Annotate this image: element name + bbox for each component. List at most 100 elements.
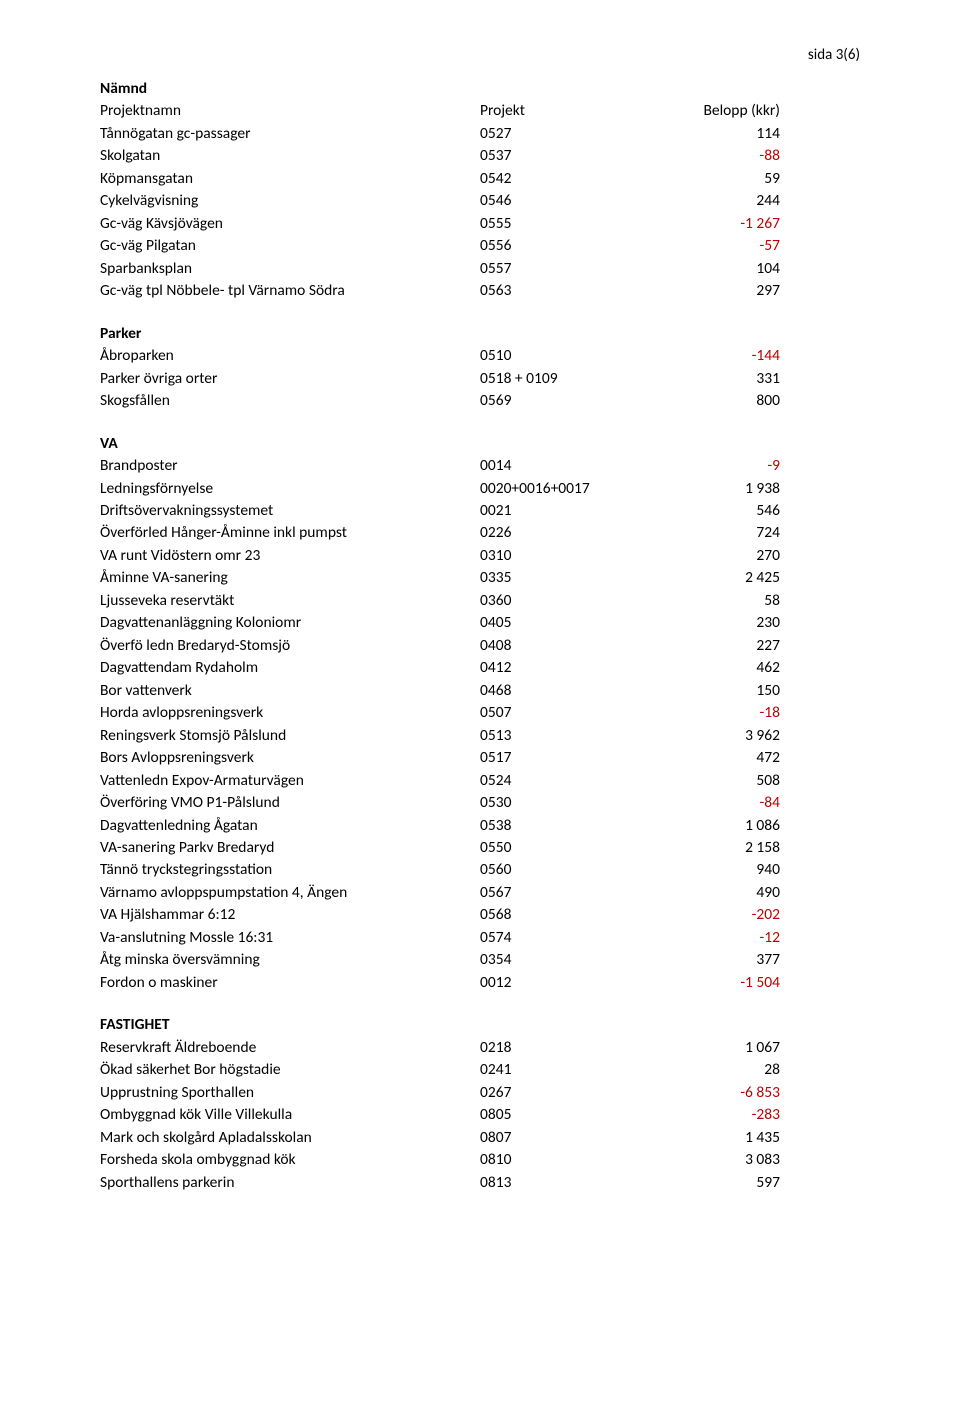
cell-value: -84 [660, 792, 780, 814]
cell-name: Skolgatan [100, 145, 480, 167]
cell-value: -57 [660, 235, 780, 257]
cell-value: 597 [660, 1172, 780, 1194]
cell-proj: 0412 [480, 657, 660, 679]
cell-name: Dagvattendam Rydaholm [100, 657, 480, 679]
cell-name: Överfö ledn Bredaryd-Stomsjö [100, 635, 480, 657]
table-row: Gc-väg Kävsjövägen0555-1 267 [100, 213, 860, 235]
cell-proj: 0517 [480, 747, 660, 769]
table-row: Reservkraft Äldreboende02181 067 [100, 1037, 860, 1059]
cell-name: VA Hjälshammar 6:12 [100, 904, 480, 926]
table-row: Ombyggnad kök Ville Villekulla0805-283 [100, 1104, 860, 1126]
cell-value: 462 [660, 657, 780, 679]
cell-value: -12 [660, 927, 780, 949]
cell-value: 800 [660, 390, 780, 412]
table-row: Driftsövervakningssystemet0021546 [100, 500, 860, 522]
cell-value: 724 [660, 522, 780, 544]
cell-name: VA-sanering Parkv Bredaryd [100, 837, 480, 859]
cell-proj: 0021 [480, 500, 660, 522]
header-proj: Projekt [480, 100, 660, 122]
cell-name: Upprustning Sporthallen [100, 1082, 480, 1104]
table-row: Tännö tryckstegringsstation0560940 [100, 859, 860, 881]
parker-rows: Åbroparken0510-144Parker övriga orter051… [100, 345, 860, 412]
cell-name: Fordon o maskiner [100, 972, 480, 994]
cell-value: 546 [660, 500, 780, 522]
cell-value: 244 [660, 190, 780, 212]
cell-proj: 0335 [480, 567, 660, 589]
cell-proj: 0354 [480, 949, 660, 971]
cell-value: -144 [660, 345, 780, 367]
cell-value: 940 [660, 859, 780, 881]
cell-proj: 0310 [480, 545, 660, 567]
table-row: Horda avloppsreningsverk0507-18 [100, 702, 860, 724]
cell-value: 230 [660, 612, 780, 634]
cell-name: Brandposter [100, 455, 480, 477]
content: Nämnd Projektnamn Projekt Belopp (kkr) T… [100, 78, 860, 1194]
cell-proj: 0530 [480, 792, 660, 814]
table-row: Reningsverk Stomsjö Pålslund05133 962 [100, 725, 860, 747]
cell-value: 1 067 [660, 1037, 780, 1059]
table-row: Värnamo avloppspumpstation 4, Ängen05674… [100, 882, 860, 904]
cell-proj: 0813 [480, 1172, 660, 1194]
cell-proj: 0524 [480, 770, 660, 792]
cell-proj: 0226 [480, 522, 660, 544]
cell-name: Mark och skolgård Apladalsskolan [100, 1127, 480, 1149]
fastighet-rows: Reservkraft Äldreboende02181 067Ökad säk… [100, 1037, 860, 1194]
cell-name: Gc-väg Kävsjövägen [100, 213, 480, 235]
cell-proj: 0527 [480, 123, 660, 145]
heading-text: Parker [100, 323, 480, 345]
cell-value: 508 [660, 770, 780, 792]
table-row: Dagvattendam Rydaholm0412462 [100, 657, 860, 679]
cell-proj: 0510 [480, 345, 660, 367]
cell-value: 472 [660, 747, 780, 769]
cell-value: -1 504 [660, 972, 780, 994]
header-name: Projektnamn [100, 100, 480, 122]
table-row: VA runt Vidöstern omr 230310270 [100, 545, 860, 567]
table-row: Åbroparken0510-144 [100, 345, 860, 367]
cell-name: Bor vattenverk [100, 680, 480, 702]
table-row: Ledningsförnyelse0020+0016+00171 938 [100, 478, 860, 500]
table-row: Va-anslutning Mossle 16:310574-12 [100, 927, 860, 949]
cell-name: VA runt Vidöstern omr 23 [100, 545, 480, 567]
cell-value: 331 [660, 368, 780, 390]
cell-proj: 0218 [480, 1037, 660, 1059]
cell-name: Ökad säkerhet Bor högstadie [100, 1059, 480, 1081]
table-row: Fordon o maskiner0012-1 504 [100, 972, 860, 994]
cell-value: 114 [660, 123, 780, 145]
cell-proj: 0012 [480, 972, 660, 994]
cell-proj: 0563 [480, 280, 660, 302]
cell-value: -283 [660, 1104, 780, 1126]
table-row: Köpmansgatan054259 [100, 168, 860, 190]
cell-proj: 0405 [480, 612, 660, 634]
table-row: Parker övriga orter0518 + 0109331 [100, 368, 860, 390]
cell-name: Sparbanksplan [100, 258, 480, 280]
table-row: Skogsfållen0569800 [100, 390, 860, 412]
cell-name: Ledningsförnyelse [100, 478, 480, 500]
cell-name: Tännö tryckstegringsstation [100, 859, 480, 881]
cell-name: Parker övriga orter [100, 368, 480, 390]
table-row: Åtg minska översvämning0354377 [100, 949, 860, 971]
cell-value: 28 [660, 1059, 780, 1081]
fastighet-heading: FASTIGHET [100, 1014, 860, 1036]
cell-name: Driftsövervakningssystemet [100, 500, 480, 522]
cell-proj: 0567 [480, 882, 660, 904]
cell-value: -1 267 [660, 213, 780, 235]
cell-name: Va-anslutning Mossle 16:31 [100, 927, 480, 949]
cell-name: Dagvattenanläggning Koloniomr [100, 612, 480, 634]
cell-proj: 0513 [480, 725, 660, 747]
cell-proj: 0241 [480, 1059, 660, 1081]
cell-value: 297 [660, 280, 780, 302]
cell-proj: 0574 [480, 927, 660, 949]
va-heading: VA [100, 433, 860, 455]
cell-value: -202 [660, 904, 780, 926]
cell-value: 58 [660, 590, 780, 612]
cell-value: 104 [660, 258, 780, 280]
heading-text: VA [100, 433, 480, 455]
cell-name: Ombyggnad kök Ville Villekulla [100, 1104, 480, 1126]
heading-text: FASTIGHET [100, 1014, 480, 1036]
parker-heading: Parker [100, 323, 860, 345]
table-row: Bors Avloppsreningsverk0517472 [100, 747, 860, 769]
cell-value: 3 083 [660, 1149, 780, 1171]
va-rows: Brandposter0014-9Ledningsförnyelse0020+0… [100, 455, 860, 994]
cell-proj: 0542 [480, 168, 660, 190]
table-row: Skolgatan0537-88 [100, 145, 860, 167]
